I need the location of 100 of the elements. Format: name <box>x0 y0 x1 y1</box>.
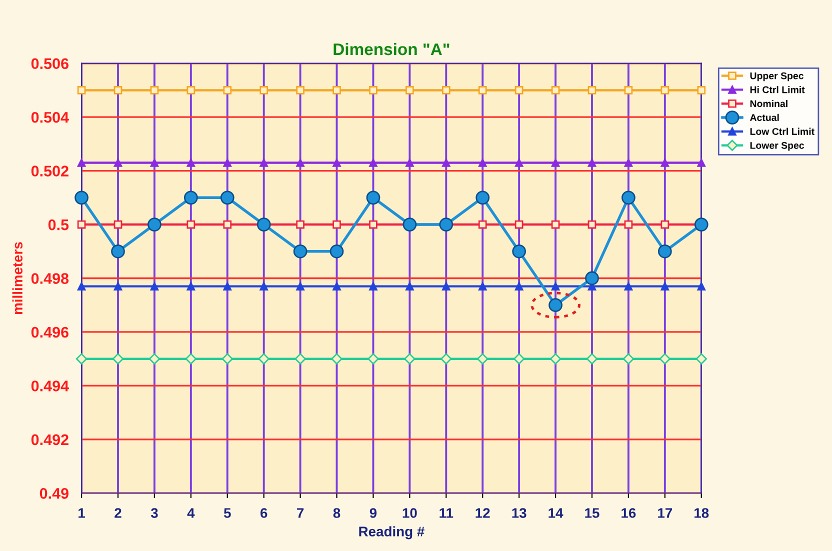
x-tick-label: 7 <box>297 508 304 518</box>
point <box>256 218 271 232</box>
x-tick-label: 18 <box>694 508 709 518</box>
point <box>114 86 122 94</box>
point <box>478 158 487 167</box>
point <box>366 190 380 205</box>
x-tick-label: 4 <box>187 508 195 518</box>
point <box>260 86 268 94</box>
point <box>696 353 707 364</box>
y-tick-label: 0.502 <box>31 166 68 176</box>
point <box>186 86 196 94</box>
point <box>185 353 197 364</box>
point <box>624 86 633 94</box>
point <box>624 158 633 167</box>
legend-label: Actual <box>750 114 779 122</box>
point <box>476 190 490 205</box>
x-axis-title: Reading # <box>359 526 424 540</box>
x-tick-label: 17 <box>658 508 672 518</box>
y-tick-label: 0.498 <box>31 273 69 284</box>
point <box>148 218 162 232</box>
point <box>296 282 304 290</box>
point <box>369 220 378 229</box>
point <box>186 220 196 229</box>
point <box>332 282 341 290</box>
point <box>478 86 487 94</box>
point <box>223 86 232 94</box>
x-tick-label: 2 <box>114 508 122 518</box>
point <box>694 218 708 232</box>
y-axis-title: millimeters <box>12 242 23 314</box>
point <box>477 353 488 364</box>
point <box>77 86 86 94</box>
point <box>186 158 196 167</box>
point <box>697 158 706 167</box>
x-tick-label: 13 <box>512 508 526 518</box>
point <box>622 190 636 205</box>
y-tick-label: 0.496 <box>31 326 68 338</box>
point <box>551 282 560 290</box>
point <box>514 282 524 290</box>
point <box>258 353 270 364</box>
point <box>697 86 706 94</box>
point <box>588 158 596 167</box>
x-tick-label: 1 <box>78 508 86 518</box>
point <box>222 353 233 364</box>
x-tick-label: 10 <box>402 508 417 518</box>
point <box>296 86 304 94</box>
point <box>442 86 450 94</box>
point <box>659 353 671 364</box>
point <box>588 220 596 229</box>
point <box>294 353 306 364</box>
legend-label: Hi Ctrl Limit <box>750 86 805 94</box>
point <box>406 158 414 167</box>
x-tick-label: 14 <box>548 508 564 518</box>
point <box>260 158 268 167</box>
y-tick-label: 0.49 <box>40 488 68 499</box>
point <box>331 353 342 364</box>
point <box>660 158 670 167</box>
x-tick-label: 12 <box>476 508 490 518</box>
y-tick-label: 0.494 <box>31 380 69 392</box>
point <box>332 86 341 94</box>
point <box>186 282 196 290</box>
y-tick-label: 0.506 <box>31 58 68 70</box>
point <box>622 353 634 364</box>
point <box>223 158 232 167</box>
y-tick-label: 0.492 <box>31 434 68 446</box>
point <box>74 190 88 205</box>
point <box>658 244 672 258</box>
x-tick-label: 8 <box>333 508 340 518</box>
point <box>478 220 487 229</box>
point <box>585 271 599 286</box>
y-tick-label: 0.5 <box>48 219 69 230</box>
point <box>478 282 487 290</box>
point <box>148 353 160 364</box>
point <box>369 282 378 290</box>
point <box>260 282 268 290</box>
point <box>660 220 670 229</box>
point <box>223 282 232 290</box>
point <box>551 158 560 167</box>
point <box>551 86 560 94</box>
x-tick-label: 11 <box>440 508 454 518</box>
point <box>660 282 670 290</box>
point <box>588 86 596 94</box>
point <box>660 86 670 94</box>
point <box>439 218 454 232</box>
legend-label: Nominal <box>750 100 788 108</box>
legend-label: Low Ctrl Limit <box>750 128 814 135</box>
point <box>402 218 417 232</box>
x-tick-label: 9 <box>370 508 377 518</box>
point <box>77 220 86 229</box>
x-tick-label: 15 <box>585 508 600 518</box>
point <box>111 244 125 258</box>
point <box>697 282 706 290</box>
y-tick-label: 0.504 <box>31 112 69 123</box>
point <box>293 244 308 258</box>
point <box>296 158 304 167</box>
point <box>404 353 416 364</box>
x-tick-label: 6 <box>260 508 268 518</box>
point <box>514 86 524 94</box>
point <box>550 353 562 364</box>
point <box>406 86 414 94</box>
point <box>514 158 524 167</box>
